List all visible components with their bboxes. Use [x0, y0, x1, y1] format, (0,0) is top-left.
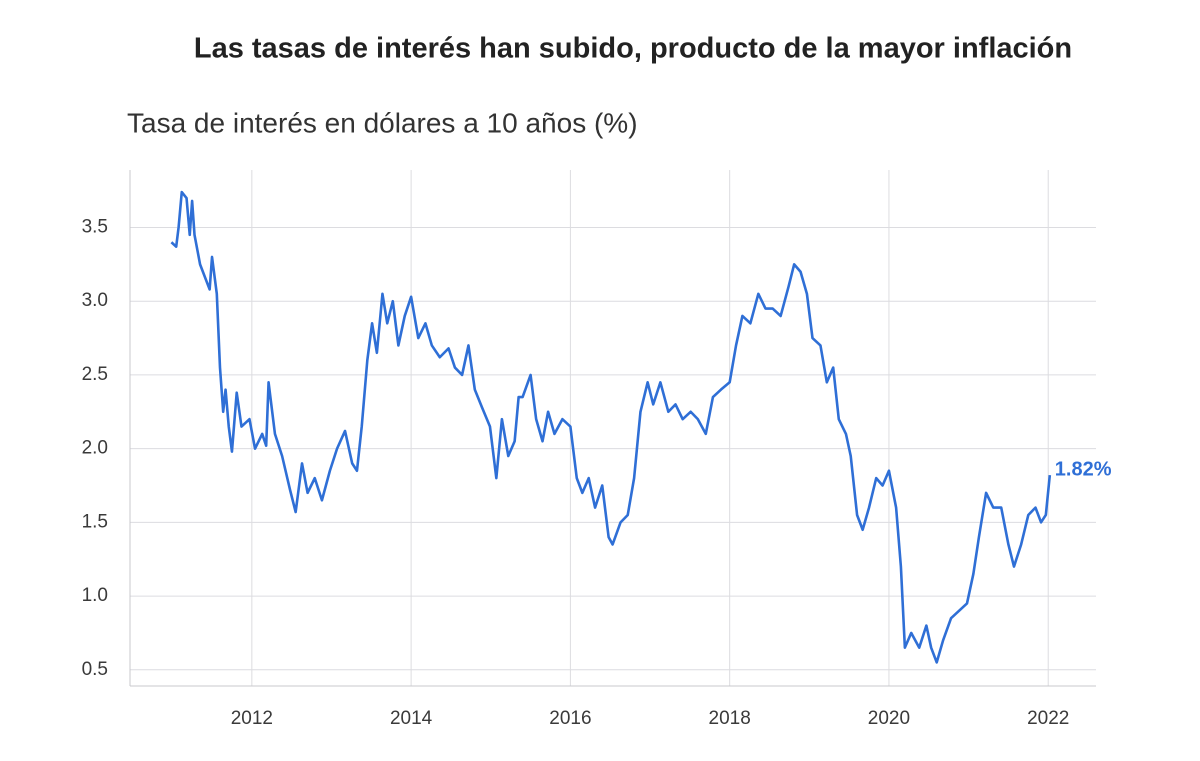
x-tick-label: 2016 [549, 708, 591, 729]
y-tick-label: 2.0 [82, 438, 108, 459]
y-tick-label: 2.5 [82, 364, 108, 385]
x-tick-label: 2012 [231, 708, 273, 729]
x-tick-label: 2020 [868, 708, 910, 729]
x-tick-label: 2018 [709, 708, 751, 729]
y-tick-label: 1.5 [82, 511, 108, 532]
chart-title: Las tasas de interés han subido, product… [194, 33, 1072, 65]
x-tick-label: 2014 [390, 708, 433, 729]
y-tick-label: 1.0 [82, 585, 108, 606]
y-tick-label: 3.5 [82, 217, 108, 238]
chart-subtitle: Tasa de interés en dólares a 10 años (%) [127, 107, 638, 138]
y-tick-label: 0.5 [82, 659, 108, 680]
line [170, 190, 1052, 664]
y-tick-label: 3.0 [82, 290, 108, 311]
x-tick-label: 2022 [1027, 708, 1069, 729]
end-label: 1.82% [1055, 458, 1112, 480]
